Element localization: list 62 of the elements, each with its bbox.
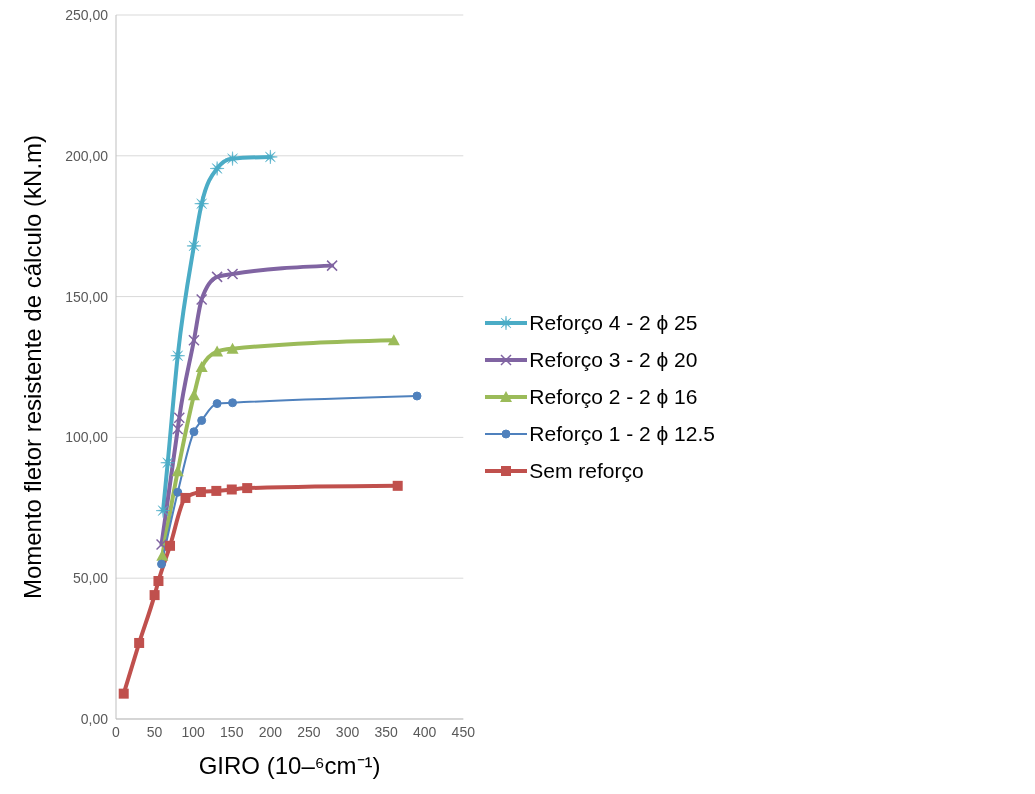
point — [326, 259, 338, 272]
legend-label: Reforço 2 - 2 ϕ 16 — [529, 385, 698, 409]
point — [180, 492, 191, 503]
point — [263, 149, 278, 165]
point — [211, 271, 223, 283]
x-tick-label: 450 — [451, 723, 476, 740]
point — [187, 389, 200, 401]
legend-label: Sem reforço — [529, 459, 644, 483]
point — [209, 161, 225, 176]
x-axis-title: GIRO (10–⁶cm⁻¹) — [198, 752, 381, 780]
y-tick-label: 0,00 — [80, 710, 109, 727]
point — [157, 559, 167, 569]
legend-label: Reforço 4 - 2 ϕ 25 — [529, 311, 698, 335]
point — [153, 576, 164, 587]
point — [195, 361, 208, 372]
point — [170, 348, 185, 363]
x-tick-label: 250 — [297, 723, 321, 740]
point — [118, 688, 129, 699]
legend-label: Reforço 1 - 2 ϕ 12.5 — [529, 422, 715, 446]
point — [212, 399, 222, 409]
y-tick-label: 250,00 — [65, 6, 109, 23]
x-tick-label: 300 — [335, 723, 360, 740]
point — [173, 411, 186, 424]
point — [149, 590, 160, 601]
point — [242, 483, 253, 494]
point — [392, 480, 403, 491]
legend-label: Reforço 3 - 2 ϕ 20 — [529, 348, 698, 372]
point — [195, 293, 208, 306]
point — [194, 196, 209, 211]
x-tick-label: 0 — [112, 723, 121, 740]
x-tick-label: 150 — [220, 723, 244, 740]
point — [226, 342, 239, 354]
x-tick-label: 400 — [413, 723, 437, 740]
point — [228, 398, 238, 408]
x-tick-label: 100 — [181, 723, 206, 740]
point — [195, 487, 206, 498]
point — [171, 423, 184, 435]
point — [134, 637, 145, 648]
y-axis-title: Momento fletor resistente de cálculo (kN.m) — [18, 134, 46, 600]
x-tick-label: 50 — [146, 723, 163, 740]
point — [155, 538, 168, 551]
y-tick-label: 100,00 — [65, 429, 109, 446]
point — [225, 151, 240, 166]
point — [186, 238, 202, 254]
point — [173, 487, 183, 497]
point — [197, 416, 207, 425]
point — [211, 485, 222, 496]
point — [226, 268, 239, 280]
point — [412, 391, 422, 401]
x-tick-label: 350 — [374, 723, 399, 740]
point — [211, 345, 224, 357]
x-tick-label: 200 — [258, 723, 283, 740]
y-tick-label: 150,00 — [65, 288, 109, 305]
point — [226, 484, 237, 495]
point — [155, 503, 171, 518]
y-tick-label: 50,00 — [72, 570, 109, 587]
y-tick-label: 200,00 — [65, 147, 109, 164]
point — [165, 540, 176, 551]
point — [189, 427, 199, 437]
point — [188, 334, 200, 346]
point — [160, 455, 175, 470]
point — [387, 334, 400, 346]
